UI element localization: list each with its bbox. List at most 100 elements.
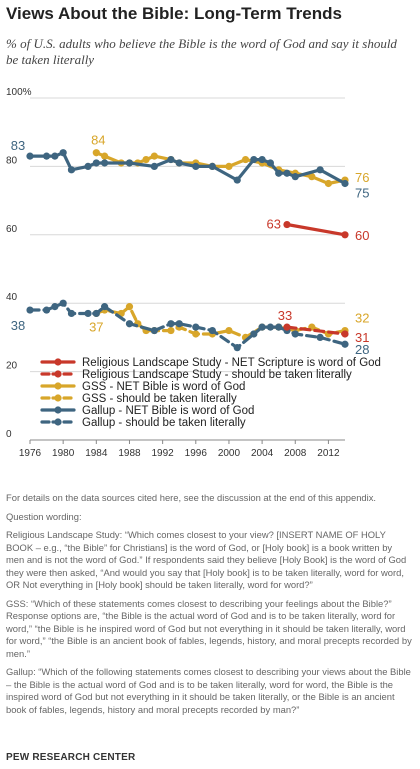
legend-label: Gallup - should be taken literally — [82, 417, 246, 429]
x-tick-label: 2012 — [317, 448, 340, 459]
data-point — [125, 320, 134, 328]
data-point — [192, 330, 200, 338]
gallup-question-note: Gallup: “Which of the following statemen… — [6, 666, 411, 715]
data-label: 28 — [355, 342, 369, 357]
data-point — [208, 162, 216, 170]
x-tick-label: 2008 — [284, 448, 307, 459]
data-point — [316, 166, 324, 174]
x-tick-label: 1996 — [185, 448, 208, 459]
data-point — [291, 173, 299, 181]
data-label: 32 — [355, 311, 369, 326]
data-point — [250, 330, 258, 338]
question-wording-heading: Question wording: — [6, 510, 82, 522]
data-label: 60 — [355, 228, 369, 243]
data-point — [208, 326, 216, 335]
data-point — [283, 169, 291, 177]
data-point — [225, 326, 233, 335]
data-point — [84, 309, 92, 318]
data-point — [59, 299, 67, 307]
data-point — [291, 330, 299, 338]
x-tick-label: 1976 — [19, 448, 42, 459]
x-tick-label: 1980 — [52, 448, 75, 459]
series-line-1 — [285, 325, 347, 336]
data-point — [167, 320, 175, 328]
data-point — [92, 159, 100, 167]
data-point — [233, 344, 241, 352]
data-point — [266, 323, 274, 331]
legend-swatch-point — [54, 382, 62, 390]
data-point — [250, 155, 258, 164]
data-point — [266, 159, 274, 167]
data-point — [92, 149, 100, 157]
data-point — [283, 323, 291, 331]
data-point — [275, 169, 283, 177]
data-point — [51, 152, 59, 160]
data-label: 76 — [355, 170, 369, 185]
chart-lines — [26, 149, 349, 352]
data-point — [225, 162, 233, 170]
legend-label: GSS - NET Bible is word of God — [82, 381, 245, 393]
chart-data-labels: 63 60 33 31 84 76 37 32 83 75 38 28 — [11, 133, 370, 358]
legend-swatch-point — [54, 370, 62, 378]
notes-section: For details on the data sources cited he… — [6, 492, 412, 722]
data-label: 31 — [355, 330, 369, 345]
y-tick-label: 20 — [6, 361, 18, 372]
series-line-3 — [94, 305, 347, 339]
legend-label: GSS - should be taken literally — [82, 393, 237, 405]
data-point — [316, 333, 324, 341]
data-label: 75 — [355, 186, 369, 201]
legend-swatch-point — [54, 418, 62, 426]
data-label: 33 — [278, 308, 292, 323]
data-point — [125, 159, 134, 167]
y-tick-label: 40 — [6, 292, 18, 303]
data-point — [150, 152, 158, 160]
data-point — [59, 149, 67, 157]
data-point — [233, 176, 241, 184]
data-point — [92, 309, 100, 318]
rls-question-note: Religious Landscape Study: “Which comes … — [6, 529, 407, 590]
data-point — [101, 152, 109, 160]
legend-label: Gallup - NET Bible is word of God — [82, 405, 254, 417]
data-point — [125, 303, 134, 311]
data-point — [341, 340, 349, 348]
y-tick-label: 60 — [6, 224, 18, 235]
y-tick-label: 100% — [6, 87, 32, 98]
data-point — [341, 231, 349, 239]
data-point — [150, 162, 158, 170]
legend-label: Religious Landscape Study - NET Scriptur… — [82, 357, 381, 369]
data-point — [67, 166, 76, 174]
series-line-5 — [28, 301, 347, 350]
chart-title: Views About the Bible: Long-Term Trends — [6, 4, 342, 23]
data-point — [258, 155, 266, 164]
data-point — [150, 326, 158, 335]
source-label: PEW RESEARCH CENTER — [6, 752, 136, 763]
legend-swatch-point — [54, 406, 62, 414]
x-tick-label: 1984 — [85, 448, 108, 459]
data-point — [167, 155, 175, 164]
data-point — [308, 173, 316, 181]
x-tick-label: 1992 — [152, 448, 175, 459]
data-label: 83 — [11, 138, 25, 153]
x-tick-label: 2000 — [218, 448, 241, 459]
data-point — [175, 159, 183, 167]
y-tick-label: 80 — [6, 155, 18, 166]
data-point — [26, 306, 34, 314]
data-point — [275, 323, 283, 331]
data-label: 37 — [89, 319, 103, 334]
data-point — [341, 179, 349, 188]
line-chart: 0 20 40 60 80 100% 1976 1980 1984 1988 1992 1996 200… — [6, 87, 381, 459]
y-tick-label: 0 — [6, 429, 12, 440]
data-point — [167, 326, 175, 335]
series-line-0 — [285, 222, 347, 237]
data-point — [324, 179, 333, 188]
legend-swatch-point — [54, 358, 62, 366]
legend-label: Religious Landscape Study - should be ta… — [82, 369, 352, 381]
data-point — [84, 162, 92, 170]
x-tick-label: 1988 — [118, 448, 141, 459]
data-point — [283, 220, 291, 229]
data-point — [175, 320, 183, 328]
data-point — [101, 159, 109, 167]
data-point — [101, 303, 109, 311]
data-point — [67, 309, 76, 318]
gss-question-note: GSS: “Which of these statements comes cl… — [6, 597, 412, 659]
